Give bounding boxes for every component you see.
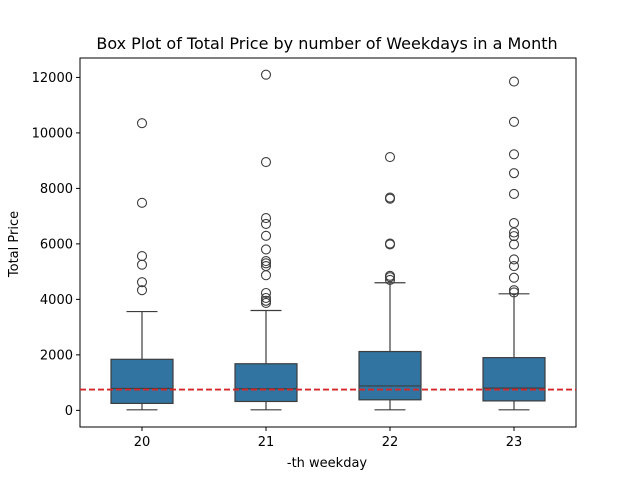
outlier-point [508, 261, 520, 272]
outlier-point [508, 254, 520, 265]
outlier-point [136, 251, 148, 262]
outlier-point [384, 270, 396, 281]
outlier-point [260, 295, 272, 306]
y-tick-label: 12000 [32, 71, 73, 86]
y-tick-label: 8000 [40, 182, 73, 197]
outlier-point [136, 277, 148, 288]
chart-title: Box Plot of Total Price by number of Wee… [96, 34, 557, 53]
box-23 [482, 357, 546, 402]
outlier-point [260, 156, 272, 168]
outlier-point [508, 168, 520, 179]
plot-area: 0 2000 4000 6000 8000 10000 12000 20 21 22 23 [32, 57, 577, 450]
outlier-point [508, 76, 520, 87]
outlier-point [260, 69, 272, 80]
x-tick-label: 23 [506, 435, 523, 450]
box-20 [110, 358, 174, 405]
x-axis-label: -th weekday [287, 456, 368, 471]
y-tick-label: 2000 [40, 348, 73, 363]
outlier-point [260, 230, 272, 241]
outlier-point [260, 292, 272, 304]
outlier-point [508, 231, 520, 242]
x-tick-label: 21 [258, 435, 275, 450]
y-axis-label: Total Price [7, 211, 22, 278]
y-tick-label: 6000 [40, 237, 73, 252]
box-22 [358, 350, 422, 401]
outlier-point [260, 218, 272, 229]
outlier-point [136, 118, 148, 129]
outlier-point [508, 116, 520, 127]
outlier-point [384, 274, 396, 286]
outlier-point [508, 239, 520, 250]
x-tick-label: 22 [382, 435, 399, 450]
outlier-point [260, 213, 272, 224]
outlier-point [384, 192, 396, 203]
outlier-point [508, 149, 520, 160]
outlier-point [260, 244, 272, 255]
y-tick-label: 10000 [32, 126, 73, 141]
outlier-point [384, 151, 396, 163]
plot-frame [79, 57, 577, 428]
outlier-point [136, 197, 148, 208]
outlier-point [508, 188, 520, 199]
outlier-point [136, 285, 148, 296]
outlier-point [508, 218, 520, 229]
outlier-point [136, 259, 148, 270]
outlier-point [260, 287, 272, 299]
y-tick-label: 4000 [40, 293, 73, 308]
outlier-point [260, 256, 272, 267]
x-tick-label: 20 [134, 435, 151, 450]
outlier-point [384, 238, 396, 249]
outlier-point [260, 270, 272, 281]
y-tick-label: 0 [65, 404, 73, 419]
outlier-point [260, 261, 272, 272]
box-21 [234, 363, 298, 403]
outlier-point [508, 272, 520, 283]
outlier-point [508, 285, 520, 296]
